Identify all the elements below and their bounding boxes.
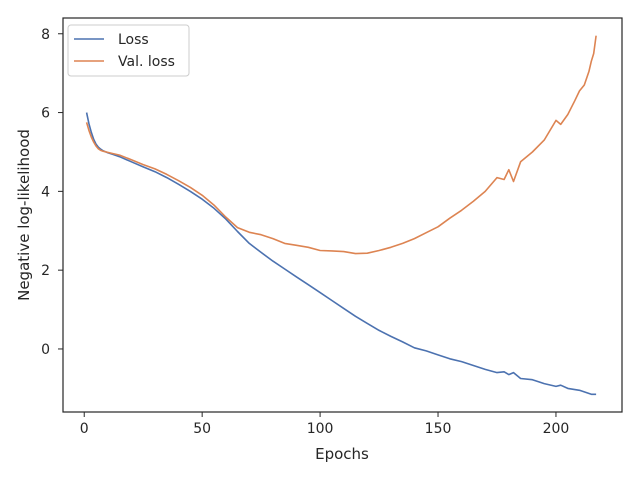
y-tick-label: 8 xyxy=(41,27,50,43)
legend-label-val-loss: Val. loss xyxy=(118,54,175,70)
legend-box xyxy=(67,24,190,77)
plot-area xyxy=(62,17,623,413)
x-tick-label: 100 xyxy=(307,421,334,437)
series-lines xyxy=(85,35,597,396)
y-tick-label: 6 xyxy=(41,106,50,122)
y-tick-label: 4 xyxy=(41,184,50,200)
y-tick-label: 0 xyxy=(41,342,50,358)
legend: Loss Val. loss xyxy=(67,24,190,77)
axis-ticks: 0 50 100 150 200 0 2 4 6 8 xyxy=(41,27,569,437)
y-axis-label: Negative log-likelihood xyxy=(15,129,33,301)
x-tick-label: 200 xyxy=(543,421,570,437)
x-tick-label: 50 xyxy=(193,421,211,437)
legend-label-loss: Loss xyxy=(118,32,149,48)
x-axis-label: Epochs xyxy=(315,445,369,463)
x-tick-label: 0 xyxy=(80,421,89,437)
y-tick-label: 2 xyxy=(41,263,50,279)
series-line-val-loss xyxy=(85,35,597,255)
x-tick-label: 150 xyxy=(425,421,452,437)
